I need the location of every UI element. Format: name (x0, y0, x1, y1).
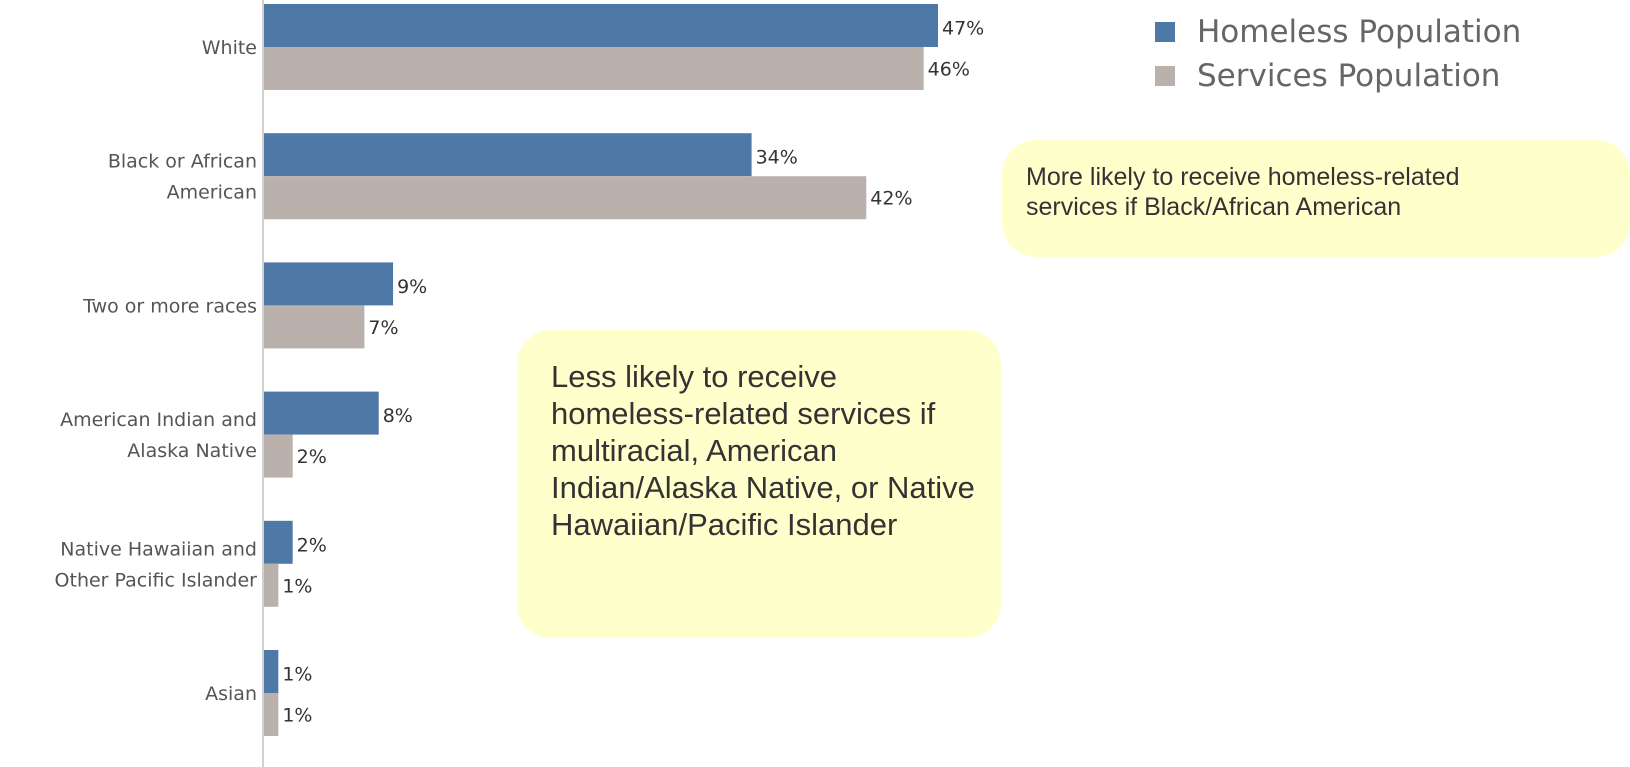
data-label: 9% (397, 276, 427, 298)
legend-swatch-services (1155, 66, 1175, 86)
data-label: 1% (282, 705, 312, 727)
category-label: Other Pacific Islander (55, 569, 258, 591)
services-bar (264, 305, 365, 349)
category-label: Alaska Native (127, 440, 257, 462)
data-label: 34% (756, 147, 798, 169)
chart-legend: Homeless Population Services Population (1155, 10, 1521, 98)
data-label: 7% (368, 317, 398, 339)
services-bar (264, 434, 293, 478)
services-bar (264, 176, 867, 220)
homeless-bar (264, 650, 279, 693)
legend-swatch-homeless (1155, 22, 1175, 42)
data-label: 1% (282, 664, 312, 686)
data-label: 2% (297, 446, 327, 468)
services-bar (264, 47, 924, 90)
multiracial-callout: Less likely to receive homeless-related … (517, 330, 1001, 638)
legend-label-services: Services Population (1197, 58, 1501, 94)
data-label: 8% (383, 405, 413, 427)
services-bar (264, 563, 279, 607)
homeless-bar (264, 4, 938, 47)
homeless-bar (264, 133, 752, 177)
category-label: Asian (205, 683, 257, 705)
data-label: 42% (870, 188, 912, 210)
category-label: American (167, 182, 257, 204)
services-bar (264, 693, 279, 736)
data-label: 46% (928, 59, 970, 81)
homeless-bar (264, 391, 379, 435)
category-label: Two or more races (82, 295, 257, 317)
legend-label-homeless: Homeless Population (1197, 14, 1522, 50)
legend-item-homeless: Homeless Population (1155, 10, 1521, 54)
category-label: American Indian and (60, 409, 257, 431)
legend-item-services: Services Population (1155, 54, 1521, 98)
category-label: Native Hawaiian and (60, 538, 257, 560)
data-label: 1% (282, 575, 312, 597)
category-label: Black or African (108, 151, 257, 173)
black-african-american-callout: More likely to receive homeless-related … (1002, 140, 1630, 257)
data-label: 47% (942, 18, 984, 40)
homeless-bar (264, 520, 293, 564)
homeless-bar (264, 262, 394, 306)
category-label: White (202, 37, 257, 59)
data-label: 2% (297, 534, 327, 556)
